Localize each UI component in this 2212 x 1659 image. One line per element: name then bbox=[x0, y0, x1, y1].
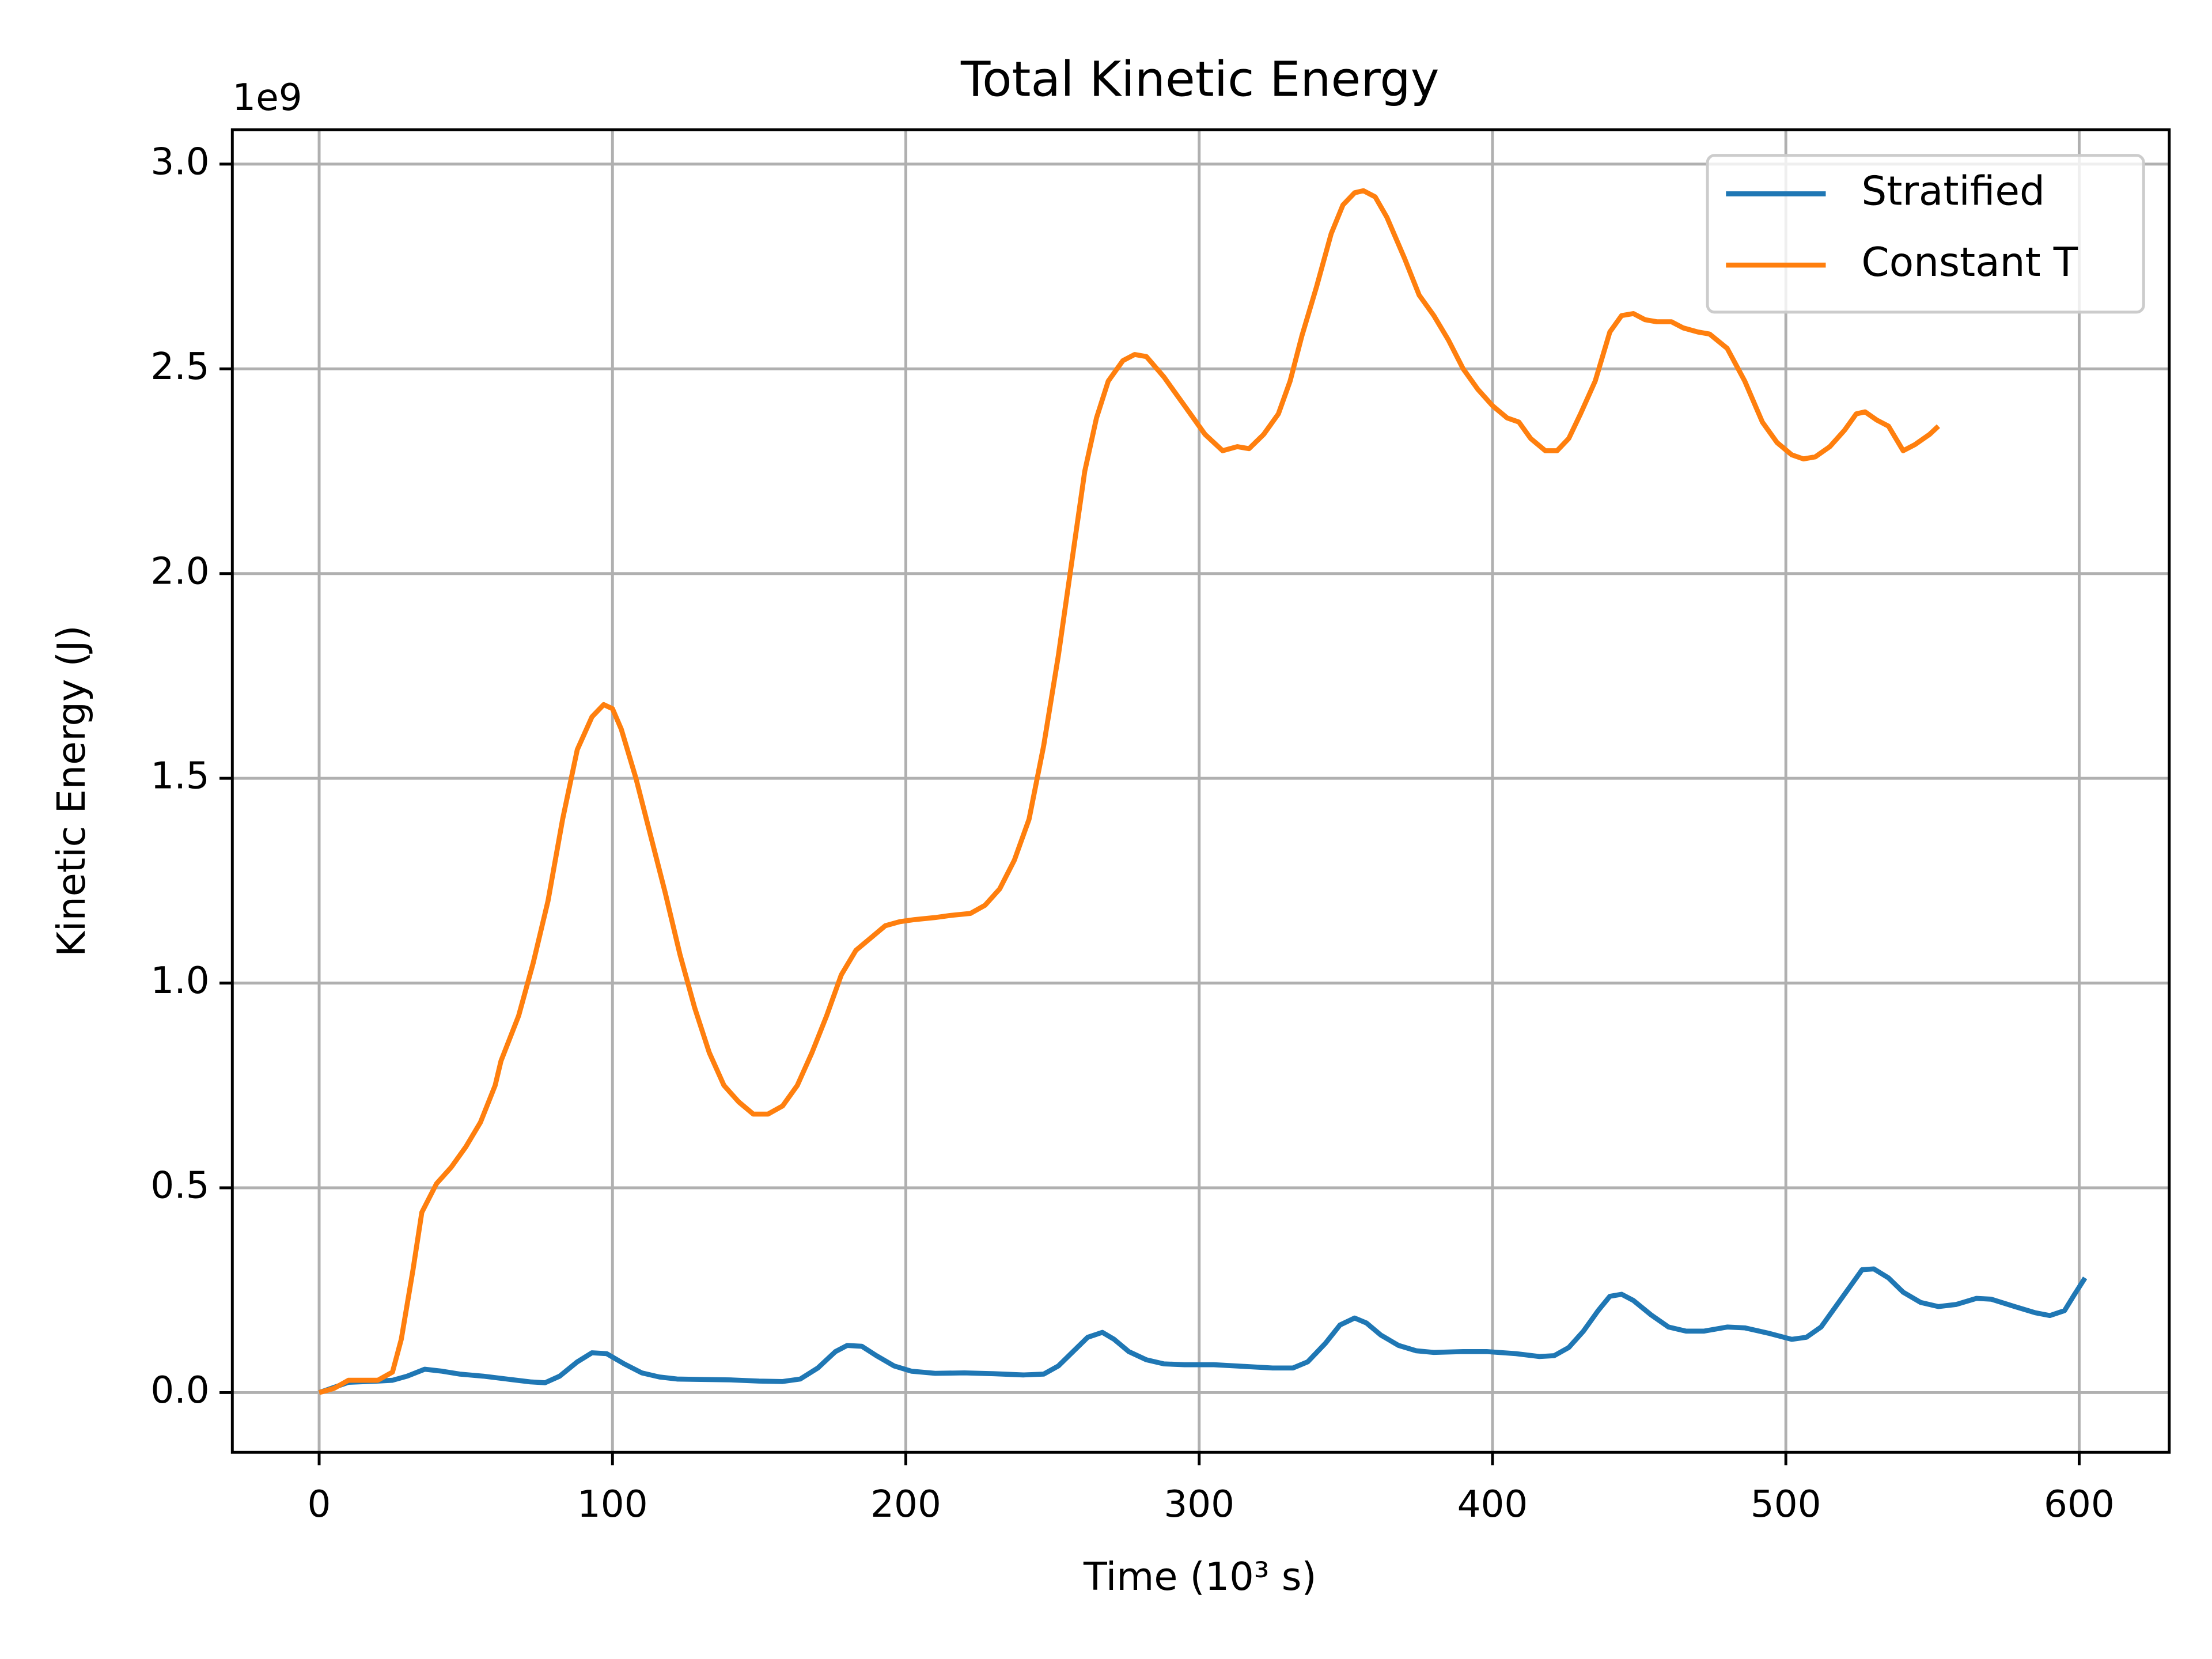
x-tick-label: 300 bbox=[1164, 1483, 1234, 1526]
y-tick-label: 3.0 bbox=[150, 140, 209, 183]
ticks: 0 100 200 300 400 500 600 0.0 0.5 1.0 1.5 2.0 2.5 3.0 bbox=[150, 140, 2114, 1525]
y-axis-label: Kinetic Energy (J) bbox=[49, 625, 94, 956]
grid bbox=[232, 130, 2169, 1453]
chart-title: Total Kinetic Energy bbox=[960, 51, 1440, 107]
x-axis-label: Time (10³ s) bbox=[1083, 1554, 1317, 1599]
legend: Stratified Constant T bbox=[1706, 154, 2145, 314]
x-tick-label: 500 bbox=[1751, 1483, 1821, 1526]
data-line bbox=[318, 188, 1940, 1395]
x-tick-label: 400 bbox=[1457, 1483, 1528, 1526]
y-tick-label: 0.0 bbox=[150, 1369, 209, 1412]
y-tick-label: 2.5 bbox=[150, 345, 209, 388]
y-tick-label: 2.0 bbox=[150, 550, 209, 593]
plot-area bbox=[318, 188, 2088, 1395]
x-tick-label: 600 bbox=[2044, 1483, 2115, 1526]
legend-label: Constant T bbox=[1861, 240, 2078, 286]
x-tick-label: 200 bbox=[870, 1483, 941, 1526]
legend-label: Stratified bbox=[1861, 169, 2045, 215]
y-tick-label: 1.5 bbox=[150, 755, 209, 798]
data-line bbox=[318, 1266, 2088, 1395]
y-offset-label: 1e9 bbox=[232, 76, 302, 119]
axes-frame bbox=[230, 128, 2171, 1454]
x-tick-label: 100 bbox=[577, 1483, 648, 1526]
y-tick-label: 0.5 bbox=[150, 1164, 209, 1207]
y-tick-label: 1.0 bbox=[150, 959, 209, 1002]
x-tick-label: 0 bbox=[308, 1483, 331, 1526]
